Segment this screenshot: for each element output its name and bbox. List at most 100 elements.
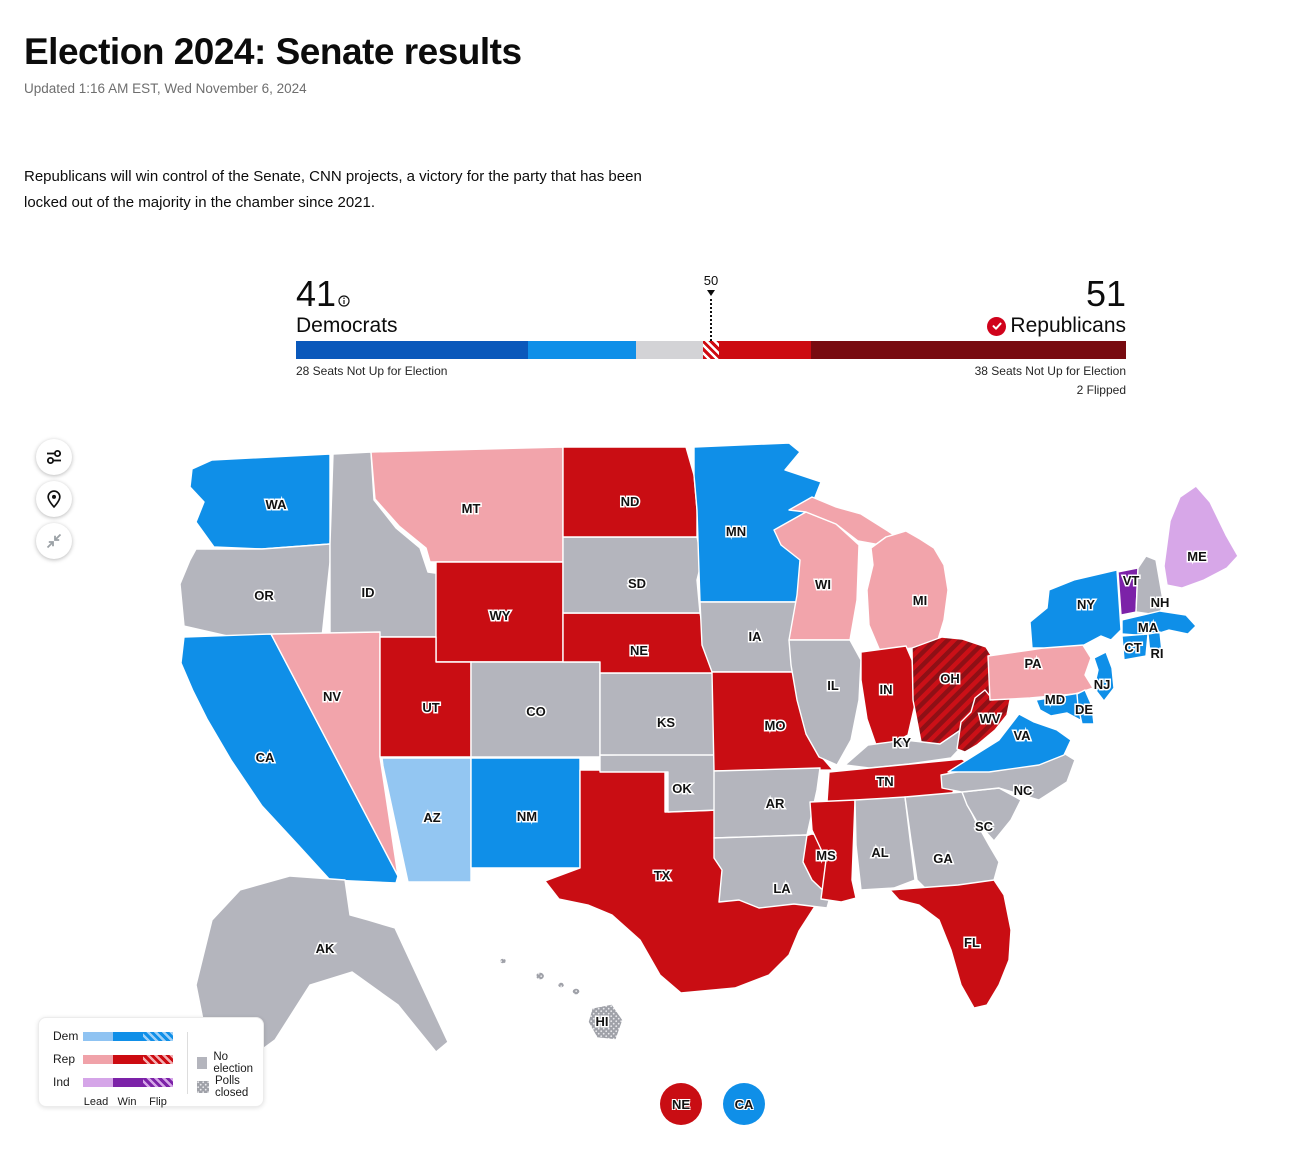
legend-swatch-dem-flip — [143, 1031, 173, 1041]
legend-row-ind: Ind — [53, 1074, 173, 1090]
state-sd — [562, 536, 703, 614]
state-shape-ks[interactable] — [599, 672, 731, 756]
state-shape-co[interactable] — [470, 661, 601, 758]
no-election-swatch — [197, 1057, 208, 1069]
filter-button[interactable] — [36, 439, 72, 475]
state-shape-me[interactable] — [1163, 485, 1239, 589]
state-shape-mi[interactable] — [866, 530, 949, 652]
dem-seat-count: 41 — [296, 275, 350, 314]
special-race-badge-ca[interactable]: CA — [723, 1083, 765, 1125]
legend-party-label: Rep — [53, 1052, 76, 1066]
bar-segment-rep-not-up — [810, 341, 1126, 359]
state-shape-hi[interactable] — [498, 957, 508, 965]
state-al — [854, 796, 916, 891]
state-in — [860, 645, 917, 746]
state-pa — [987, 641, 1094, 701]
legend-col-win: Win — [117, 1096, 137, 1108]
state-az — [381, 757, 472, 883]
state-shape-nh[interactable] — [1135, 555, 1165, 616]
winner-check-icon — [987, 316, 1007, 336]
state-shape-ms[interactable] — [809, 799, 857, 903]
dem-party-label: Democrats — [296, 314, 398, 337]
legend-swatch-dem-win — [113, 1031, 143, 1041]
state-shape-ar[interactable] — [713, 767, 821, 839]
legend-row-rep: Rep — [53, 1051, 173, 1067]
state-nd — [562, 446, 698, 538]
state-de — [1076, 689, 1095, 725]
legend-swatch-rep-flip — [143, 1054, 173, 1064]
state-fl — [889, 879, 1012, 1009]
state-shape-pa[interactable] — [987, 641, 1094, 701]
state-shape-la[interactable] — [713, 834, 831, 909]
state-mi — [788, 496, 949, 652]
state-shape-hi[interactable] — [587, 1003, 624, 1041]
state-shape-wa[interactable] — [189, 453, 331, 550]
bar-segment-rep-flip — [702, 341, 720, 359]
polls-closed-swatch — [197, 1081, 209, 1093]
bar-segment-dem-not-up — [296, 341, 529, 359]
locate-me-button[interactable] — [36, 481, 72, 517]
info-icon[interactable] — [338, 276, 350, 314]
state-nh — [1135, 555, 1165, 616]
majority-marker-line — [710, 299, 712, 341]
state-shape-hi[interactable] — [534, 971, 546, 981]
rep-seat-count: 51 — [1085, 273, 1126, 314]
state-wy — [435, 561, 564, 663]
map-legend: Dem Rep Ind Lead Win Flip No election Polls … — [38, 1017, 264, 1108]
legend-party-label: Dem — [53, 1029, 79, 1043]
legend-column-labels: Lead Win Flip — [81, 1096, 174, 1108]
bar-segment-dem-win — [528, 341, 637, 359]
state-shape-sd[interactable] — [562, 536, 703, 614]
state-shape-vt[interactable] — [1117, 567, 1139, 616]
legend-swatch-dem-lead — [83, 1031, 113, 1041]
legend-swatch-rep-lead — [83, 1054, 113, 1064]
state-ri — [1147, 631, 1163, 655]
dem-seats-not-up: 28 Seats Not Up for Election — [296, 364, 448, 378]
state-ny — [1029, 569, 1122, 649]
balance-of-power-bar[interactable] — [296, 341, 1126, 359]
rep-flipped-count: 2 Flipped — [1076, 383, 1126, 397]
state-shape-or[interactable] — [179, 543, 331, 638]
state-ms — [809, 799, 857, 903]
legend-col-flip: Flip — [149, 1096, 167, 1108]
rep-party-label: Republicans — [987, 314, 1126, 338]
state-shape-va[interactable] — [947, 713, 1072, 773]
state-shape-in[interactable] — [860, 645, 917, 746]
legend-swatch-rep-win — [113, 1054, 143, 1064]
state-wa — [189, 453, 331, 550]
rep-footnotes: 38 Seats Not Up for Election 2 Flipped — [975, 364, 1126, 397]
filter-sliders-icon — [47, 450, 61, 464]
state-shape-al[interactable] — [854, 796, 916, 891]
state-shape-fl[interactable] — [889, 879, 1012, 1009]
legend-swatch-ind-flip — [143, 1077, 173, 1087]
state-shape-il[interactable] — [788, 639, 862, 766]
state-shape-de[interactable] — [1076, 689, 1095, 725]
state-shape-az[interactable] — [381, 757, 472, 883]
state-shape-ri[interactable] — [1147, 631, 1163, 655]
state-il — [788, 639, 862, 766]
state-nm — [470, 757, 581, 869]
state-shape-hi[interactable] — [571, 987, 581, 996]
legend-no-election: No election — [197, 1051, 263, 1075]
legend-swatch-ind-lead — [83, 1077, 113, 1087]
state-shape-ny[interactable] — [1029, 569, 1122, 649]
bar-segment-undecided — [636, 341, 703, 359]
page-title: Election 2024: Senate results — [24, 30, 522, 72]
state-shape-nm[interactable] — [470, 757, 581, 869]
state-va — [947, 713, 1072, 773]
location-pin-icon — [47, 490, 61, 509]
special-race-badge-ne[interactable]: NE — [660, 1083, 702, 1125]
state-shape-sc[interactable] — [961, 787, 1022, 842]
state-shape-hi[interactable] — [556, 981, 566, 989]
state-shape-nd[interactable] — [562, 446, 698, 538]
collapse-button[interactable] — [36, 523, 72, 559]
state-hi — [498, 957, 624, 1041]
state-shape-ct[interactable] — [1121, 633, 1149, 661]
state-sc — [961, 787, 1022, 842]
bar-segment-rep-win — [719, 341, 811, 359]
state-nj — [1093, 651, 1115, 702]
state-shape-wy[interactable] — [435, 561, 564, 663]
state-shape-nj[interactable] — [1093, 651, 1115, 702]
